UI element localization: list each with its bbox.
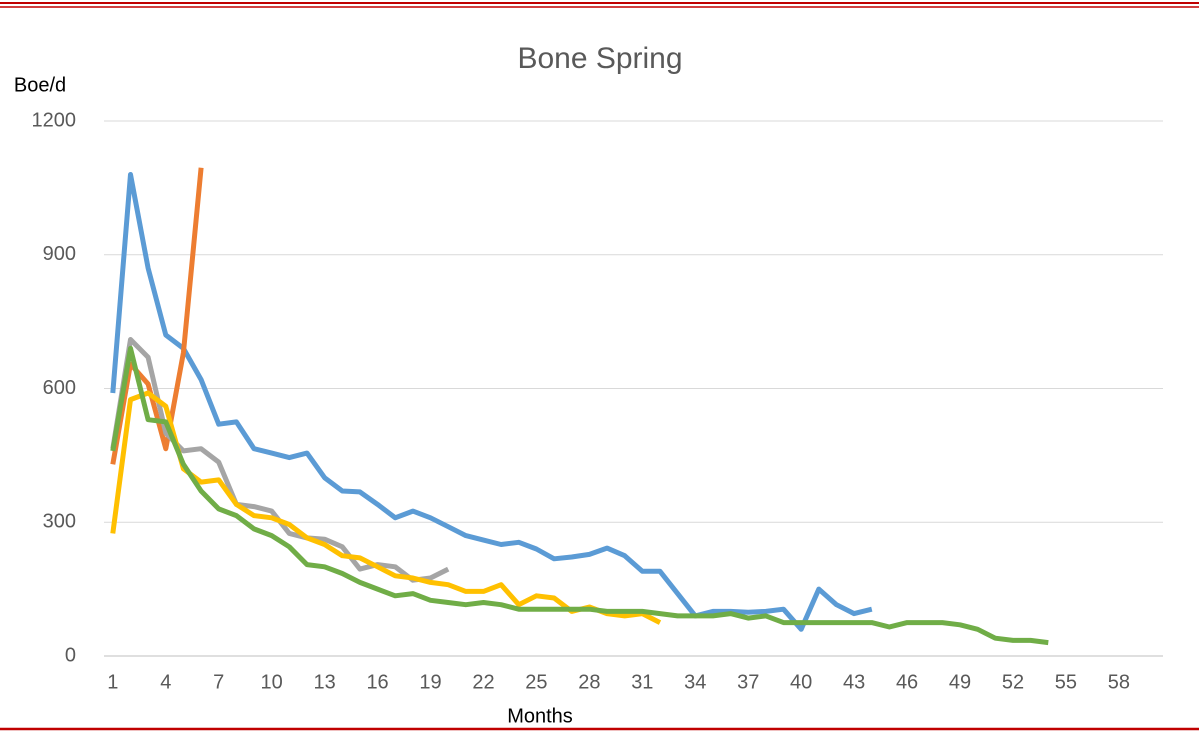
series-line: [110, 390, 662, 625]
chart-title: Bone Spring: [517, 42, 682, 75]
x-tick-label: 7: [213, 671, 224, 693]
x-tick-label: 40: [790, 671, 812, 693]
x-tick-label: 49: [949, 671, 971, 693]
series-line: [110, 167, 204, 465]
x-tick-label: 55: [1055, 671, 1077, 693]
x-tick-label: 46: [896, 671, 918, 693]
series-line: [110, 345, 1049, 646]
x-tick-label: 25: [525, 671, 547, 693]
x-tick-label: 1: [107, 671, 118, 693]
x-tick-label: 34: [684, 671, 706, 693]
x-tick-label: 37: [737, 671, 759, 693]
y-tick-label: 1200: [32, 109, 77, 131]
y-tick-label: 300: [43, 511, 76, 533]
y-axis-label: Boe/d: [14, 74, 66, 96]
x-axis-label: Months: [507, 705, 573, 727]
y-tick-label: 0: [65, 644, 76, 666]
x-tick-label: 58: [1108, 671, 1130, 693]
x-tick-label: 4: [160, 671, 171, 693]
x-tick-label: 13: [314, 671, 336, 693]
x-tick-label: 28: [578, 671, 600, 693]
y-tick-label: 600: [43, 377, 76, 399]
x-tick-label: 19: [419, 671, 441, 693]
x-tick-label: 31: [631, 671, 653, 693]
x-tick-label: 10: [261, 671, 283, 693]
y-tick-label: 900: [43, 243, 76, 265]
x-tick-label: 22: [472, 671, 494, 693]
series-line: [110, 172, 873, 632]
x-tick-label: 16: [366, 671, 388, 693]
x-tick-label: 52: [1002, 671, 1024, 693]
x-tick-label: 43: [843, 671, 865, 693]
